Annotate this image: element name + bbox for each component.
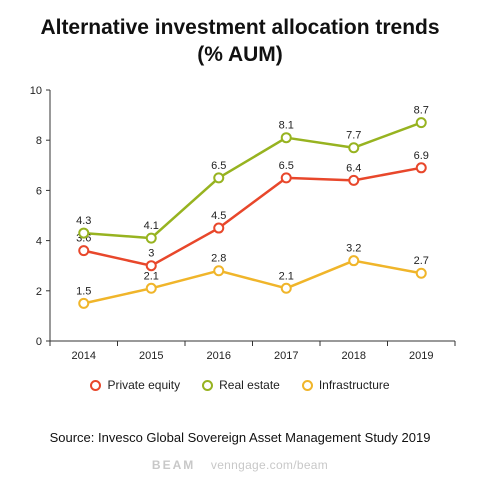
data-label: 6.5 bbox=[211, 160, 226, 172]
legend-marker-icon bbox=[202, 379, 214, 391]
data-point bbox=[145, 282, 157, 294]
y-tick-label: 4 bbox=[36, 236, 42, 248]
source-note: Source: Invesco Global Sovereign Asset M… bbox=[49, 430, 431, 445]
legend-item: Infrastructure bbox=[301, 378, 390, 392]
data-point bbox=[145, 232, 157, 244]
series-line bbox=[83, 166, 422, 267]
data-point bbox=[280, 132, 292, 144]
series-line bbox=[83, 259, 422, 305]
data-label: 3.2 bbox=[346, 243, 361, 255]
legend-label: Infrastructure bbox=[318, 378, 390, 392]
y-tick-label: 2 bbox=[36, 286, 42, 298]
data-point bbox=[280, 172, 292, 184]
chart-title-line-2: (% AUM) bbox=[197, 43, 283, 66]
data-point bbox=[78, 297, 90, 309]
data-label: 6.4 bbox=[346, 162, 361, 174]
chart-legend: Private equity Real estate Infrastructure bbox=[0, 378, 480, 392]
data-point bbox=[78, 227, 90, 239]
legend-marker-icon bbox=[301, 379, 313, 391]
legend-item: Real estate bbox=[202, 378, 280, 392]
y-tick-label: 8 bbox=[36, 135, 42, 147]
data-point bbox=[213, 265, 225, 277]
data-label: 4.3 bbox=[76, 215, 91, 227]
data-label: 4.5 bbox=[211, 210, 226, 222]
data-point bbox=[280, 282, 292, 294]
x-tick-label: 2015 bbox=[139, 350, 163, 362]
series-line bbox=[83, 121, 422, 240]
data-point bbox=[348, 142, 360, 154]
data-label: 2.1 bbox=[279, 270, 294, 282]
brand-logo: BEAM bbox=[151, 458, 196, 472]
footer: BEAM venngage.com/beam bbox=[0, 458, 480, 472]
data-label: 2.7 bbox=[414, 255, 429, 267]
legend-item: Private equity bbox=[90, 378, 180, 392]
data-label: 2.8 bbox=[211, 253, 226, 265]
data-label: 3 bbox=[148, 248, 154, 260]
data-point bbox=[348, 255, 360, 267]
data-point bbox=[415, 117, 427, 129]
data-label: 7.7 bbox=[346, 130, 361, 142]
data-label: 8.1 bbox=[279, 120, 294, 132]
data-label: 6.5 bbox=[279, 160, 294, 172]
x-tick-label: 2018 bbox=[342, 350, 366, 362]
y-tick-label: 10 bbox=[30, 85, 42, 97]
data-label: 2.1 bbox=[144, 270, 159, 282]
data-point bbox=[415, 267, 427, 279]
data-label: 6.9 bbox=[414, 150, 429, 162]
data-label: 1.5 bbox=[76, 285, 91, 297]
x-tick-label: 2017 bbox=[274, 350, 298, 362]
data-point bbox=[145, 260, 157, 272]
legend-label: Real estate bbox=[219, 378, 280, 392]
chart-title: Alternative investment allocation trends… bbox=[0, 14, 480, 68]
y-tick-label: 0 bbox=[36, 336, 42, 348]
chart-title-line-1: Alternative investment allocation trends bbox=[40, 16, 440, 39]
footer-url: venngage.com/beam bbox=[210, 458, 329, 472]
legend-label: Private equity bbox=[107, 378, 181, 392]
legend-marker-icon bbox=[90, 379, 102, 391]
x-tick-label: 2019 bbox=[409, 350, 433, 362]
y-tick-label: 6 bbox=[36, 185, 42, 197]
data-label: 4.1 bbox=[144, 220, 159, 232]
data-label: 8.7 bbox=[414, 105, 429, 117]
data-point bbox=[415, 162, 427, 174]
data-point bbox=[78, 245, 90, 257]
data-point bbox=[213, 222, 225, 234]
data-point bbox=[213, 172, 225, 184]
data-point bbox=[348, 174, 360, 186]
x-tick-label: 2014 bbox=[72, 350, 96, 362]
x-tick-label: 2016 bbox=[207, 350, 231, 362]
